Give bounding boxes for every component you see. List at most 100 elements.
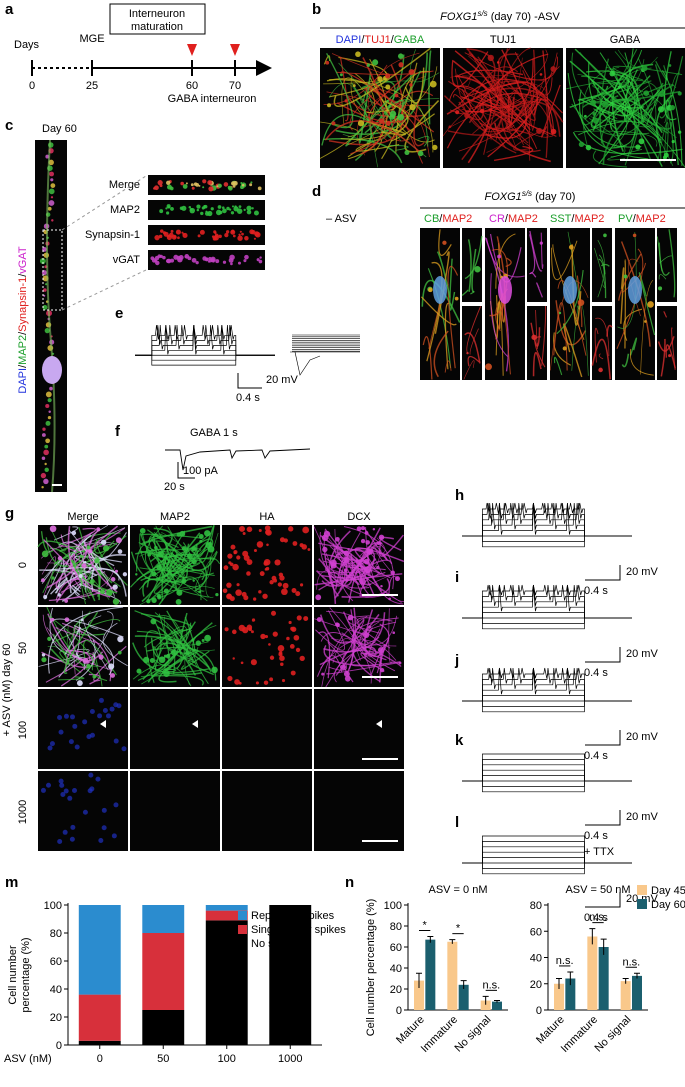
neurite bbox=[467, 239, 472, 292]
soma bbox=[163, 670, 170, 677]
nucleus bbox=[58, 778, 64, 784]
neurite bbox=[351, 652, 401, 667]
soma bbox=[269, 677, 274, 682]
scale-bar bbox=[585, 647, 621, 663]
soma bbox=[114, 569, 119, 573]
soma bbox=[170, 649, 178, 656]
nucleus bbox=[72, 723, 78, 729]
soma bbox=[563, 276, 577, 304]
soma bbox=[135, 573, 138, 576]
soma bbox=[191, 638, 195, 642]
x-tick-label: No signal bbox=[453, 1014, 494, 1055]
neurite bbox=[132, 642, 202, 676]
neurite bbox=[354, 547, 405, 575]
neurite bbox=[462, 75, 547, 98]
scale-text: 20 mV bbox=[266, 374, 298, 386]
error-bar bbox=[567, 971, 574, 986]
puncta bbox=[196, 208, 200, 212]
soma bbox=[88, 549, 93, 554]
puncta bbox=[195, 261, 199, 265]
neurite bbox=[151, 675, 204, 686]
soma bbox=[175, 598, 182, 605]
nucleus bbox=[57, 839, 63, 845]
neurite bbox=[69, 530, 115, 597]
puncta bbox=[44, 444, 49, 449]
soma bbox=[363, 558, 370, 565]
neurite bbox=[571, 244, 582, 326]
neurite bbox=[471, 53, 554, 138]
neurite bbox=[591, 79, 645, 109]
neurite bbox=[82, 610, 109, 671]
soma bbox=[671, 140, 675, 144]
voltage-trace bbox=[462, 584, 632, 619]
soma bbox=[50, 617, 55, 622]
soma bbox=[432, 144, 438, 151]
soma bbox=[186, 553, 193, 559]
neurite bbox=[41, 556, 56, 597]
soma bbox=[378, 118, 385, 124]
puncta bbox=[51, 219, 54, 222]
soma bbox=[344, 675, 351, 682]
soma bbox=[233, 549, 238, 555]
puncta bbox=[250, 181, 253, 184]
puncta bbox=[231, 205, 235, 208]
micrograph-content bbox=[222, 525, 311, 602]
soma bbox=[224, 627, 229, 632]
nucleus bbox=[82, 719, 88, 725]
puncta bbox=[217, 183, 222, 188]
neurite bbox=[37, 540, 79, 552]
soma bbox=[253, 597, 257, 601]
puncta bbox=[47, 398, 52, 403]
error-bar bbox=[449, 939, 456, 944]
soma bbox=[289, 644, 295, 649]
bar bbox=[565, 978, 576, 1010]
nucleus bbox=[113, 738, 119, 744]
map2: MAP2 bbox=[508, 213, 538, 225]
title-rest: (day 70) bbox=[532, 191, 575, 203]
nucleus bbox=[69, 836, 75, 842]
nucleus bbox=[69, 714, 75, 720]
panel-label: i bbox=[455, 569, 459, 586]
nucleus bbox=[63, 713, 69, 719]
neurite bbox=[663, 51, 677, 121]
puncta bbox=[241, 183, 245, 187]
nucleus bbox=[46, 782, 52, 788]
neurite bbox=[356, 617, 393, 649]
soma bbox=[243, 554, 250, 561]
puncta bbox=[226, 206, 230, 211]
neurite bbox=[597, 239, 605, 298]
neurite bbox=[341, 532, 366, 581]
micrograph-content bbox=[657, 311, 676, 377]
panel-title: FOXG1s/s (day 70) -ASV bbox=[440, 9, 560, 23]
puncta bbox=[196, 204, 201, 209]
neurite bbox=[485, 238, 525, 278]
soma bbox=[474, 266, 481, 273]
puncta bbox=[258, 259, 263, 264]
neurite bbox=[626, 67, 677, 138]
neurite bbox=[461, 289, 469, 297]
puncta bbox=[175, 229, 181, 235]
soma bbox=[208, 541, 213, 546]
soma bbox=[198, 590, 201, 594]
neurite bbox=[595, 317, 610, 357]
marker: CR bbox=[489, 213, 505, 225]
neurite bbox=[130, 551, 181, 581]
soma bbox=[88, 566, 92, 570]
neurite bbox=[162, 559, 214, 582]
voltage-trace bbox=[462, 617, 632, 624]
soma bbox=[390, 570, 395, 576]
soma bbox=[448, 125, 452, 129]
soma bbox=[669, 105, 676, 111]
gaba-label: GABA interneuron bbox=[168, 93, 257, 105]
soma bbox=[250, 659, 257, 666]
neurite bbox=[553, 332, 572, 366]
neurite bbox=[514, 51, 553, 96]
soma bbox=[325, 60, 330, 65]
soma bbox=[255, 681, 259, 685]
soma bbox=[455, 110, 460, 115]
day-tick: 0 bbox=[29, 80, 35, 92]
puncta bbox=[179, 206, 184, 211]
neurite bbox=[668, 229, 676, 298]
nucleus bbox=[89, 732, 95, 738]
puncta bbox=[157, 180, 163, 186]
